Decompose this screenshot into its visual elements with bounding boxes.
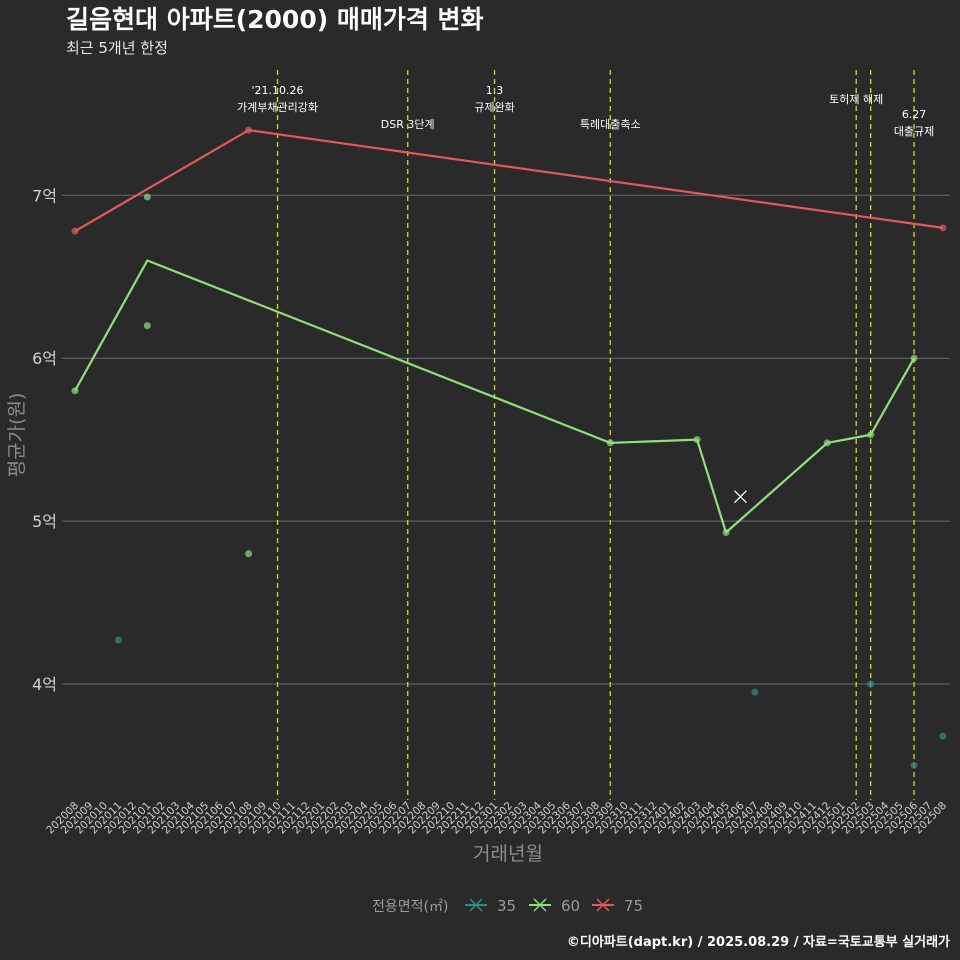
data-point-60 xyxy=(722,528,730,536)
legend: 전용면적(㎡) 35 60 75 xyxy=(372,897,643,915)
x-tick-labels: 2020082020092020102020112020122021012021… xyxy=(44,799,949,836)
data-point-60 xyxy=(245,550,253,558)
legend-item-75: 75 xyxy=(592,897,643,915)
legend-title: 전용면적(㎡) xyxy=(372,899,448,915)
chart-title: 길음현대 아파트(2000) 매매가격 변화 xyxy=(66,5,484,34)
event-label: 가계부채관리강화 xyxy=(237,101,318,114)
legend-label: 60 xyxy=(561,897,580,915)
data-point-75 xyxy=(71,227,79,235)
legend-swatch-cross xyxy=(596,898,610,912)
event-label: 토허제 해제 xyxy=(829,92,883,106)
cross-marker-stroke xyxy=(734,490,747,504)
series-line-75 xyxy=(74,129,944,233)
y-axis-title: 평균가(원) xyxy=(6,393,28,478)
y-tick-label: 7억 xyxy=(32,186,57,205)
data-series xyxy=(71,126,947,769)
event-label: '21.10.26 xyxy=(252,84,304,97)
y-tick-labels: 4억 5억 6억 7억 xyxy=(32,186,57,694)
series-line-60 xyxy=(74,259,916,534)
legend-swatch-cross xyxy=(469,898,483,912)
chart-subtitle: 최근 5개년 한정 xyxy=(66,39,168,57)
y-tick-label: 6억 xyxy=(32,349,57,368)
cross-marker xyxy=(734,490,747,504)
legend-label: 75 xyxy=(624,897,643,915)
event-label: DSR 3단계 xyxy=(381,118,435,131)
x-axis-title: 거래년월 xyxy=(473,843,543,865)
legend-label: 35 xyxy=(497,897,516,915)
data-point-60 xyxy=(910,354,918,362)
data-point-35 xyxy=(939,732,947,740)
data-point-35 xyxy=(867,680,875,688)
source-caption: ©디아파트(dapt.kr) / 2025.08.29 / 자료=국토교통부 실… xyxy=(567,934,950,950)
legend-item-60: 60 xyxy=(529,897,580,915)
event-label: 규제완화 xyxy=(474,101,514,114)
event-label: 대출규제 xyxy=(894,125,934,138)
event-label: 1.3 xyxy=(486,84,504,97)
legend-swatch-cross xyxy=(533,898,547,912)
data-point-60 xyxy=(867,431,875,439)
data-point-75 xyxy=(939,224,947,232)
y-tick-label: 4억 xyxy=(32,675,57,694)
data-point-60 xyxy=(693,436,701,444)
gridlines xyxy=(62,194,950,685)
data-point-60 xyxy=(606,439,614,447)
event-label: 특례대출축소 xyxy=(580,118,641,131)
legend-item-35: 35 xyxy=(465,897,516,915)
y-tick-label: 5억 xyxy=(32,512,57,531)
data-point-60 xyxy=(71,387,79,395)
event-label: 6.27 xyxy=(902,108,927,121)
data-point-35 xyxy=(910,761,918,769)
data-point-35 xyxy=(751,688,759,696)
data-point-60 xyxy=(143,193,151,201)
data-point-75 xyxy=(245,126,253,134)
data-point-60 xyxy=(143,322,151,330)
data-point-35 xyxy=(114,636,122,644)
data-point-60 xyxy=(823,439,831,447)
